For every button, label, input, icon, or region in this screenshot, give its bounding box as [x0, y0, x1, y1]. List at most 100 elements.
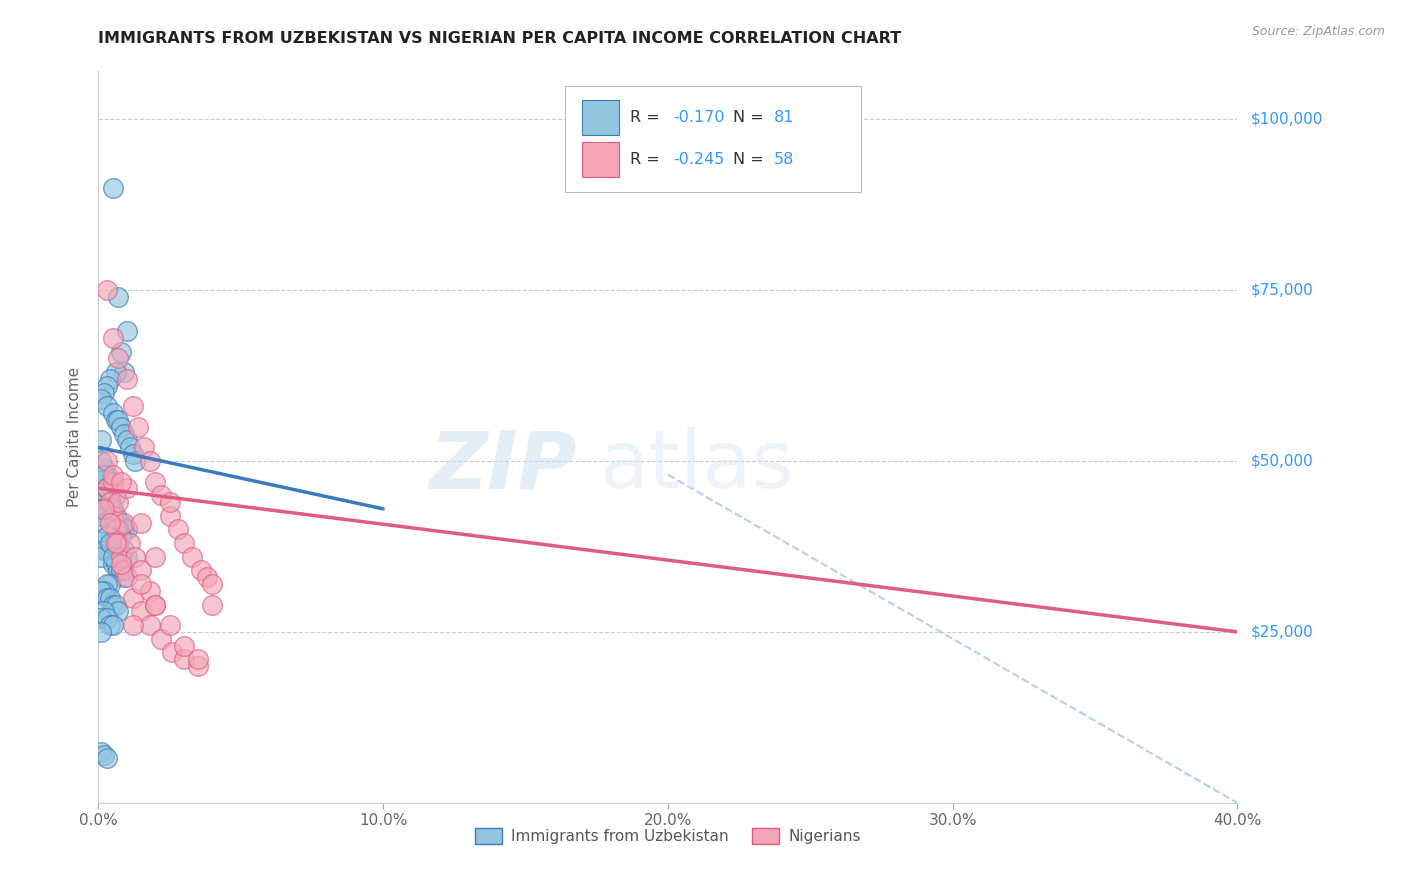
Point [138, 618, 160, 632]
Point [98, 516, 121, 530]
Point [98, 618, 121, 632]
Point [115, 434, 138, 448]
Point [107, 351, 129, 366]
Point [121, 447, 143, 461]
Point [90, 508, 112, 523]
Point [101, 557, 124, 571]
Point [93, 542, 115, 557]
Point [101, 467, 124, 482]
Point [104, 365, 127, 379]
Text: ZIP: ZIP [429, 427, 576, 506]
Point [96, 611, 118, 625]
Point [101, 475, 124, 489]
Text: $50,000: $50,000 [1251, 453, 1315, 468]
Y-axis label: Per Capita Income: Per Capita Income [67, 367, 83, 508]
Point [107, 563, 129, 577]
Point [107, 522, 129, 536]
Point [104, 508, 127, 523]
Point [90, 392, 112, 407]
Point [110, 475, 132, 489]
Point [101, 549, 124, 564]
Point [101, 536, 124, 550]
Point [101, 501, 124, 516]
Point [98, 495, 121, 509]
Point [112, 542, 135, 557]
Text: $75,000: $75,000 [1251, 283, 1315, 298]
Point [96, 529, 118, 543]
Point [104, 536, 127, 550]
Text: -0.170: -0.170 [673, 110, 725, 125]
Point [98, 529, 121, 543]
Point [104, 557, 127, 571]
Point [150, 632, 173, 646]
Point [132, 440, 155, 454]
Point [115, 324, 138, 338]
Point [173, 536, 195, 550]
Point [110, 420, 132, 434]
Point [107, 516, 129, 530]
Point [115, 549, 138, 564]
Point [93, 501, 115, 516]
Point [129, 563, 152, 577]
Point [195, 570, 218, 584]
Point [112, 365, 135, 379]
Point [101, 618, 124, 632]
Text: atlas: atlas [599, 427, 794, 506]
Point [138, 454, 160, 468]
Point [162, 645, 184, 659]
Point [107, 604, 129, 618]
Point [93, 467, 115, 482]
Point [159, 508, 181, 523]
Text: IMMIGRANTS FROM UZBEKISTAN VS NIGERIAN PER CAPITA INCOME CORRELATION CHART: IMMIGRANTS FROM UZBEKISTAN VS NIGERIAN P… [98, 31, 901, 46]
Point [93, 495, 115, 509]
Point [110, 549, 132, 564]
Point [118, 440, 141, 454]
Point [98, 372, 121, 386]
Point [159, 495, 181, 509]
Point [115, 481, 138, 495]
Point [118, 536, 141, 550]
Point [96, 495, 118, 509]
Point [96, 454, 118, 468]
Point [98, 591, 121, 605]
Point [121, 400, 143, 414]
Point [138, 583, 160, 598]
Point [107, 536, 129, 550]
Point [90, 501, 112, 516]
Point [96, 481, 118, 495]
Point [173, 652, 195, 666]
Text: 81: 81 [773, 110, 794, 125]
Point [93, 747, 115, 762]
Point [124, 549, 146, 564]
Legend: Immigrants from Uzbekistan, Nigerians: Immigrants from Uzbekistan, Nigerians [468, 822, 868, 850]
Point [104, 488, 127, 502]
Point [101, 180, 124, 194]
Point [110, 516, 132, 530]
Point [167, 522, 190, 536]
Point [93, 516, 115, 530]
Text: -0.245: -0.245 [673, 152, 725, 167]
Point [110, 344, 132, 359]
Point [96, 400, 118, 414]
Point [112, 570, 135, 584]
Text: N =: N = [733, 110, 769, 125]
Point [101, 481, 124, 495]
Point [107, 413, 129, 427]
Point [201, 598, 224, 612]
Point [98, 475, 121, 489]
Point [101, 406, 124, 420]
Point [90, 611, 112, 625]
Point [145, 598, 167, 612]
Text: Source: ZipAtlas.com: Source: ZipAtlas.com [1251, 25, 1385, 38]
Point [96, 379, 118, 393]
Point [145, 549, 167, 564]
Bar [582, 142, 619, 177]
Point [201, 577, 224, 591]
Point [90, 583, 112, 598]
Point [110, 563, 132, 577]
Point [187, 659, 209, 673]
Point [98, 475, 121, 489]
Point [98, 536, 121, 550]
Point [96, 577, 118, 591]
Text: R =: R = [630, 152, 665, 167]
